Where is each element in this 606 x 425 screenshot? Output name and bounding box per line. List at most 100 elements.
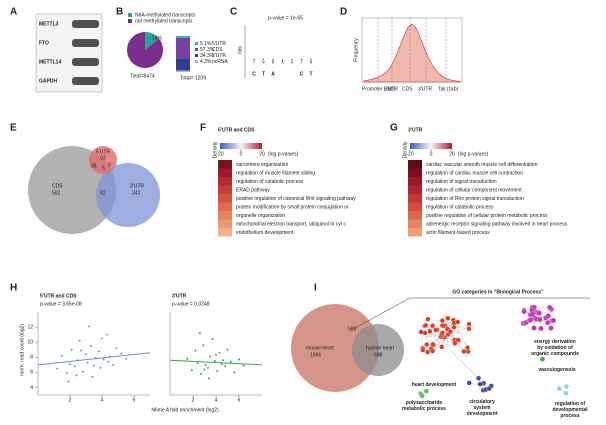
- point: [99, 366, 102, 369]
- panel-title: GO categories in “Biological Process”: [452, 289, 544, 295]
- go-node: [419, 393, 425, 399]
- point: [198, 332, 201, 335]
- point: [91, 375, 94, 378]
- point: [80, 349, 83, 352]
- go-node: [529, 311, 536, 318]
- go-node: [545, 319, 551, 326]
- region-label: 3'UTR: [418, 86, 432, 92]
- go-term: organelle organization: [236, 213, 285, 219]
- edge: [440, 336, 446, 352]
- motif-letter: C: [300, 71, 304, 77]
- panel-label: A: [10, 7, 17, 18]
- motif-letter: G: [263, 58, 265, 66]
- panel-label: H: [10, 283, 17, 294]
- go-node: [425, 316, 431, 322]
- y-tick-label: 4: [30, 385, 33, 391]
- go-node: [545, 313, 551, 319]
- point: [215, 354, 217, 357]
- label: ncRNA: [212, 59, 229, 65]
- band: [72, 20, 99, 28]
- motif-letter: C: [252, 71, 256, 77]
- point: [78, 339, 81, 342]
- set-label: 5'UTR: [96, 149, 110, 155]
- go-node: [430, 348, 436, 354]
- point: [218, 351, 221, 354]
- edge: [458, 328, 468, 348]
- region-label: CDS: [402, 86, 413, 92]
- go-node: [423, 388, 429, 394]
- point: [85, 353, 87, 356]
- label: 5'UTR: [212, 41, 226, 47]
- band: [72, 58, 99, 66]
- heat-cell: [218, 211, 232, 220]
- cluster-label: circulatory system development: [467, 399, 498, 417]
- go-node: [439, 318, 445, 324]
- go-node: [425, 349, 431, 355]
- point: [196, 362, 199, 365]
- set-count: 33: [100, 155, 106, 161]
- go-node: [452, 340, 458, 346]
- go-node: [466, 321, 472, 327]
- y-tick-label: 12: [27, 324, 33, 330]
- go-term: endothelium development: [236, 230, 294, 236]
- point: [220, 363, 223, 366]
- overlap-count: 82: [100, 190, 106, 196]
- y-tick-label: 10: [27, 340, 33, 346]
- heat-cell: [408, 228, 422, 237]
- point: [107, 360, 110, 363]
- point: [224, 365, 227, 368]
- go-node: [429, 323, 436, 329]
- heat-cell: [408, 177, 422, 186]
- motif-letter: T: [253, 58, 255, 66]
- point: [200, 372, 203, 375]
- go-node: [464, 345, 471, 351]
- legend-swatch: [128, 13, 132, 17]
- go-node: [439, 330, 445, 336]
- go-node: [563, 383, 569, 390]
- colorbar-tick-label: 20: [259, 151, 265, 157]
- go-node: [418, 329, 424, 335]
- point: [211, 338, 214, 341]
- band: [72, 39, 99, 47]
- go-node: [440, 323, 447, 329]
- point: [125, 357, 127, 360]
- point: [86, 361, 89, 364]
- go-node: [521, 308, 527, 315]
- point: [238, 358, 240, 361]
- bar-segment: [176, 36, 190, 38]
- go-term: positive regulation of canonical Wnt sig…: [236, 196, 356, 202]
- point: [112, 363, 115, 366]
- go-node: [451, 324, 457, 330]
- panel-label: F: [200, 123, 206, 134]
- cluster-label: heart development: [412, 382, 457, 388]
- venn-set: [352, 324, 404, 376]
- set-count: 582: [52, 190, 61, 196]
- point: [61, 354, 63, 357]
- motif-letter: G: [310, 58, 312, 66]
- overlap-count: 588: [348, 326, 357, 332]
- go-node: [461, 348, 467, 355]
- go-term: regulation of catabolic process: [426, 204, 494, 210]
- point: [120, 352, 123, 355]
- set-count: 1996: [310, 352, 321, 358]
- go-term: cardiac vascular smooth muscle cell diff…: [426, 162, 538, 168]
- y-tick-label: 8: [30, 355, 33, 361]
- colorbar: [410, 143, 452, 149]
- heat-cell: [408, 185, 422, 194]
- x-tick-label: 4: [215, 397, 218, 403]
- go-node: [538, 325, 544, 332]
- panel-label: D: [340, 7, 347, 18]
- go-node: [548, 325, 554, 331]
- colorbar-label: (log p-values): [268, 151, 299, 157]
- total: Total=8474: [130, 73, 155, 79]
- point: [190, 369, 193, 372]
- legend-swatch: [195, 60, 198, 63]
- point: [115, 347, 118, 350]
- y-tick-label: 6: [30, 370, 33, 376]
- heat-cell: [408, 219, 422, 228]
- go-node: [522, 319, 529, 326]
- point: [70, 348, 73, 351]
- go-node: [476, 375, 482, 381]
- heat-cell: [218, 228, 232, 237]
- go-node: [420, 347, 426, 353]
